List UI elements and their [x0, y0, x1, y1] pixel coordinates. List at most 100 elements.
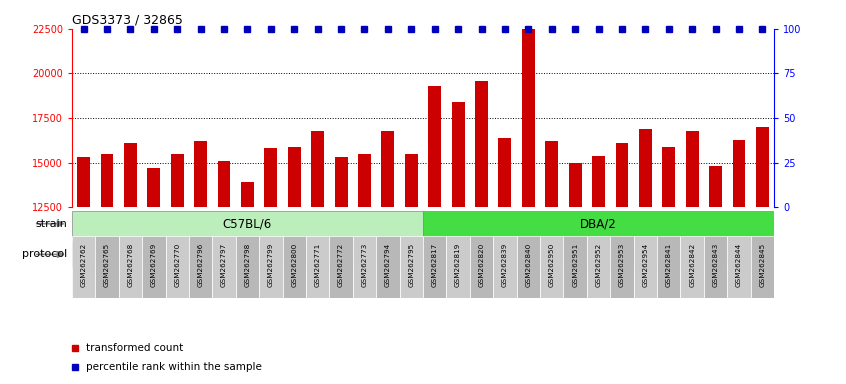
Bar — [610, 236, 634, 298]
Text: GSM262817: GSM262817 — [431, 242, 437, 286]
Bar — [756, 127, 769, 207]
Text: strain: strain — [36, 218, 68, 229]
Bar — [728, 236, 750, 298]
Text: GSM262765: GSM262765 — [104, 242, 110, 286]
Bar — [376, 236, 399, 298]
Bar — [195, 141, 207, 207]
Bar — [657, 242, 774, 267]
Bar — [522, 29, 535, 207]
Text: iron-deficient: iron-deficient — [566, 249, 631, 260]
Text: GSM262799: GSM262799 — [268, 242, 274, 286]
Bar — [592, 156, 605, 207]
Bar — [166, 236, 189, 298]
Bar — [662, 147, 675, 207]
Bar — [353, 236, 376, 298]
Bar — [709, 166, 722, 207]
Bar — [423, 211, 774, 237]
Text: GSM262796: GSM262796 — [198, 242, 204, 286]
Text: GSM262950: GSM262950 — [549, 242, 555, 286]
Text: GSM262953: GSM262953 — [619, 242, 625, 286]
Bar — [147, 168, 160, 207]
Bar — [704, 236, 728, 298]
Text: percentile rank within the sample: percentile rank within the sample — [86, 362, 261, 372]
Bar — [680, 236, 704, 298]
Text: GSM262820: GSM262820 — [479, 242, 485, 286]
Text: GSM262773: GSM262773 — [361, 242, 367, 286]
Bar — [540, 242, 657, 267]
Text: GSM262840: GSM262840 — [525, 242, 531, 286]
Bar — [265, 149, 277, 207]
Bar — [241, 182, 254, 207]
Text: GSM262771: GSM262771 — [315, 242, 321, 286]
Bar — [382, 131, 394, 207]
Bar — [405, 154, 418, 207]
Bar — [217, 161, 230, 207]
Bar — [428, 86, 441, 207]
Text: GSM262845: GSM262845 — [760, 242, 766, 286]
Bar — [639, 129, 651, 207]
Text: GSM262772: GSM262772 — [338, 242, 344, 286]
Bar — [423, 236, 447, 298]
Text: protocol: protocol — [23, 249, 68, 260]
Bar — [750, 236, 774, 298]
Bar — [142, 236, 166, 298]
Text: GSM262770: GSM262770 — [174, 242, 180, 286]
Text: GSM262843: GSM262843 — [712, 242, 718, 286]
Bar — [733, 139, 745, 207]
Bar — [569, 163, 581, 207]
Text: transformed count: transformed count — [86, 343, 184, 353]
Bar — [118, 236, 142, 298]
Text: GSM262769: GSM262769 — [151, 242, 157, 286]
Bar — [686, 131, 699, 207]
Bar — [189, 242, 306, 267]
Text: GSM262819: GSM262819 — [455, 242, 461, 286]
Bar — [171, 154, 184, 207]
Bar — [189, 236, 212, 298]
Bar — [358, 154, 371, 207]
Bar — [452, 102, 464, 207]
Text: GSM262768: GSM262768 — [128, 242, 134, 286]
Bar — [311, 131, 324, 207]
Text: GDS3373 / 32865: GDS3373 / 32865 — [72, 13, 183, 26]
Bar — [259, 236, 283, 298]
Bar — [563, 236, 587, 298]
Bar — [124, 143, 137, 207]
Text: GSM262795: GSM262795 — [409, 242, 415, 286]
Bar — [77, 157, 90, 207]
Bar — [72, 236, 96, 298]
Bar — [399, 236, 423, 298]
Text: GSM262841: GSM262841 — [666, 242, 672, 286]
Bar — [101, 154, 113, 207]
Bar — [657, 236, 680, 298]
Text: iron-enriched: iron-enriched — [683, 249, 748, 260]
Bar — [283, 236, 306, 298]
Bar — [236, 236, 259, 298]
Bar — [634, 236, 657, 298]
Text: GSM262951: GSM262951 — [572, 242, 578, 286]
Bar — [306, 242, 423, 267]
Text: DBA/2: DBA/2 — [580, 217, 617, 230]
Bar — [72, 211, 423, 237]
Bar — [329, 236, 353, 298]
Text: iron-balanced: iron-balanced — [97, 249, 164, 260]
Text: GSM262797: GSM262797 — [221, 242, 227, 286]
Bar — [540, 236, 563, 298]
Text: GSM262798: GSM262798 — [244, 242, 250, 286]
Bar — [546, 141, 558, 207]
Text: GSM262794: GSM262794 — [385, 242, 391, 286]
Bar — [72, 242, 189, 267]
Text: GSM262844: GSM262844 — [736, 242, 742, 286]
Bar — [212, 236, 236, 298]
Text: GSM262800: GSM262800 — [291, 242, 297, 286]
Bar — [475, 81, 488, 207]
Bar — [493, 236, 517, 298]
Text: C57BL/6: C57BL/6 — [222, 217, 272, 230]
Bar — [470, 236, 493, 298]
Text: iron-balanced: iron-balanced — [448, 249, 515, 260]
Bar — [587, 236, 610, 298]
Text: iron-enriched: iron-enriched — [332, 249, 397, 260]
Bar — [335, 157, 348, 207]
Text: GSM262762: GSM262762 — [80, 242, 86, 286]
Text: GSM262952: GSM262952 — [596, 242, 602, 286]
Bar — [423, 242, 540, 267]
